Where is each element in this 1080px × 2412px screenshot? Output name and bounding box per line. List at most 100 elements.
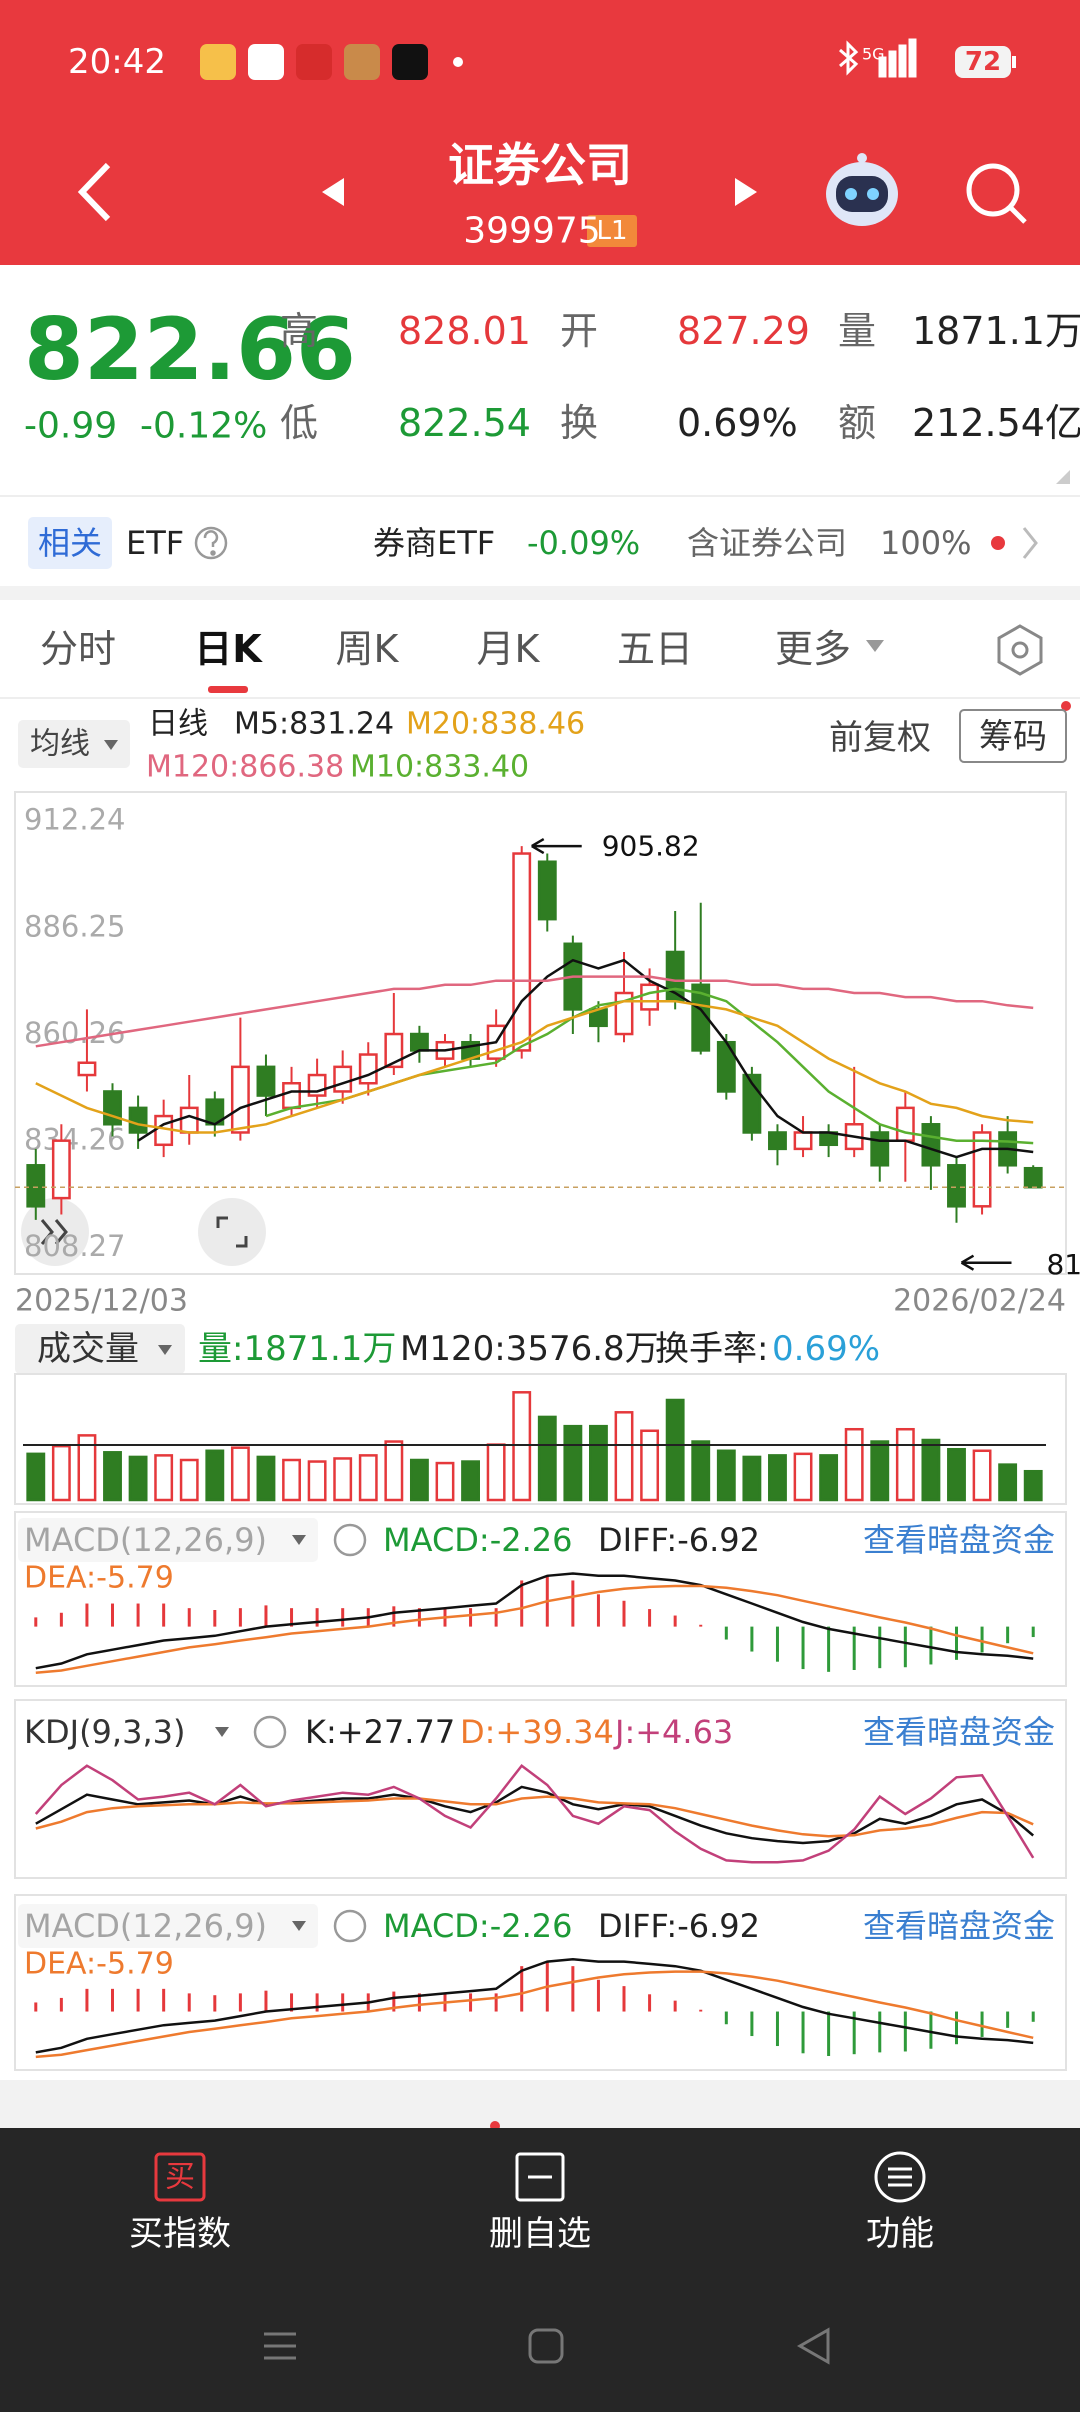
candle-body — [26, 1164, 46, 1208]
volume-value: 量:1871.1万 — [198, 1329, 396, 1369]
y-tick-label: 808.27 — [24, 1229, 125, 1263]
bottom-gap — [0, 2080, 1080, 2128]
search-button[interactable] — [966, 163, 1027, 224]
help-icon[interactable] — [194, 526, 228, 560]
stat-value: 212.54亿 — [912, 401, 1080, 445]
settings-icon-center — [1011, 641, 1029, 659]
volume-bar — [844, 1427, 864, 1502]
nav-icons — [515, 2151, 926, 2203]
candle-body — [972, 1131, 992, 1208]
chips-button[interactable]: 筹码 — [979, 717, 1047, 757]
volume-bar — [154, 1454, 174, 1502]
candle-body — [384, 1032, 404, 1069]
level-badge-text: L1 — [596, 216, 627, 246]
nav-button[interactable]: 买指数 — [129, 2214, 231, 2254]
d-value: D:+39.34 — [460, 1713, 614, 1751]
volume-bar — [51, 1444, 71, 1502]
robot-icon[interactable] — [826, 153, 898, 226]
chips-button-bg[interactable] — [959, 709, 1067, 763]
ma-button[interactable]: 均线 — [30, 727, 90, 762]
j-value: J:+4.63 — [613, 1713, 733, 1751]
candle-body — [768, 1131, 787, 1151]
volume-bar — [103, 1451, 122, 1502]
indicator-line — [35, 999, 1034, 1134]
volume-bar — [77, 1434, 97, 1502]
dark-fund-link[interactable]: 查看暗盘资金 — [863, 1713, 1055, 1751]
volume-bar — [461, 1460, 480, 1502]
candle-body — [921, 1123, 941, 1167]
help-icon[interactable] — [333, 1523, 367, 1557]
status-dot — [991, 536, 1005, 550]
next-button[interactable] — [735, 178, 757, 206]
status-icons — [200, 44, 463, 80]
macd-value: MACD:-2.26 — [383, 1907, 573, 1945]
ma-button-bg[interactable] — [18, 720, 130, 768]
volume-bar — [793, 1452, 813, 1502]
buy-icon-box — [154, 2152, 206, 2202]
etf-tag-bg — [28, 517, 112, 569]
low-annotation: 814 — [1046, 1248, 1080, 1281]
low-arrow — [960, 1254, 1012, 1271]
volume-bar — [998, 1463, 1018, 1502]
stat-label: 换 — [560, 401, 598, 445]
etf-name[interactable]: 券商ETF — [373, 524, 495, 562]
candle-body — [793, 1131, 813, 1151]
y-tick-label: 886.25 — [24, 909, 125, 943]
nav-button[interactable]: 删自选 — [489, 2214, 591, 2254]
stat-value: 0.69% — [677, 401, 798, 445]
volume-bar — [537, 1415, 557, 1502]
macd-button-bg[interactable] — [18, 1904, 318, 1948]
volume-bar — [870, 1440, 890, 1502]
candle-body — [256, 1065, 276, 1097]
dark-fund-link[interactable]: 查看暗盘资金 — [863, 1907, 1055, 1945]
status-right-icons — [839, 38, 1016, 78]
tab[interactable]: 分时 — [40, 627, 116, 671]
settings-icon[interactable] — [997, 624, 1043, 676]
tab[interactable]: 日K — [194, 627, 263, 671]
float-buttons[interactable] — [21, 1198, 266, 1266]
candle-body — [333, 1065, 353, 1093]
indicator-line — [35, 1970, 1034, 2059]
stat-label: 高 — [280, 309, 318, 353]
macd-button-bg[interactable] — [18, 1518, 318, 1562]
volume-bar — [589, 1424, 608, 1502]
diff-value: DIFF:-6.92 — [598, 1907, 760, 1945]
candle-body — [409, 1032, 429, 1052]
tab[interactable]: 周K — [336, 627, 400, 671]
dark-fund-link[interactable]: 查看暗盘资金 — [863, 1521, 1055, 1559]
edge-dot — [1061, 701, 1071, 711]
volume-ma: M120:3576.8万 — [400, 1329, 659, 1369]
turnover-value: 0.69% — [772, 1329, 880, 1369]
price-change-pct: -0.12% — [140, 406, 267, 447]
volume-button[interactable]: 成交量 — [37, 1329, 139, 1369]
page-title: 证券公司 — [448, 138, 632, 192]
high-arrow — [531, 837, 582, 855]
indicator-line — [35, 1785, 1035, 1845]
macd-value: MACD:-2.26 — [383, 1521, 573, 1559]
kdj-button[interactable]: KDJ(9,3,3) — [24, 1713, 185, 1751]
nav-button[interactable]: 功能 — [866, 2214, 934, 2254]
help-icon[interactable] — [333, 1909, 367, 1943]
stat-value: 828.01 — [398, 309, 531, 353]
volume-button-bg[interactable] — [15, 1324, 185, 1374]
prev-button[interactable] — [322, 178, 344, 206]
tab[interactable]: 月K — [477, 627, 541, 671]
volume-bar — [26, 1452, 46, 1502]
indicator-line — [35, 975, 1034, 1048]
k-value: K:+27.77 — [305, 1713, 455, 1751]
adjust-button[interactable]: 前复权 — [829, 718, 931, 758]
help-icon[interactable] — [253, 1715, 287, 1749]
etf-arrow[interactable] — [1022, 527, 1038, 559]
volume-bar — [128, 1455, 148, 1502]
candle-body — [870, 1131, 890, 1167]
period-label: 日线 — [148, 707, 208, 742]
volume-bar — [614, 1411, 634, 1502]
etf-holding: 100% — [880, 524, 971, 562]
system-nav[interactable] — [264, 2327, 830, 2365]
etf-tag[interactable]: 相关 — [38, 524, 102, 562]
volume-bar — [819, 1454, 839, 1502]
tab[interactable]: 五日 — [617, 627, 693, 671]
back-button[interactable] — [77, 162, 111, 222]
tab[interactable]: 更多 — [775, 627, 851, 671]
